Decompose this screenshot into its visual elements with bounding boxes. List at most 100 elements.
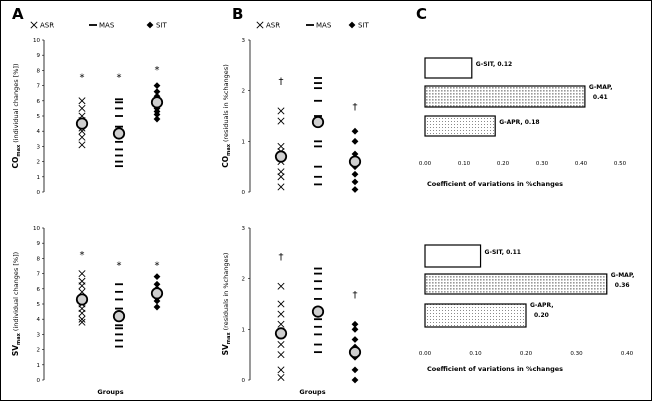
group-mean-marker xyxy=(348,155,362,168)
y-tick-label: 1 xyxy=(242,139,246,145)
data-point xyxy=(351,178,359,186)
data-point xyxy=(314,325,322,328)
bar-g-sit xyxy=(424,244,482,268)
data-point xyxy=(78,270,86,278)
panel-b-top: 0 1 2 3 COmax(residuals in %changes) † † xyxy=(221,38,362,196)
data-point xyxy=(314,280,322,283)
data-point xyxy=(115,165,123,168)
y-tick-label: 3 xyxy=(37,144,41,150)
data-point xyxy=(314,99,322,102)
x-stroke xyxy=(277,300,285,308)
significance-mark: * xyxy=(155,260,160,271)
data-point xyxy=(115,333,123,336)
y-tick-label: 3 xyxy=(37,332,41,338)
data-point xyxy=(115,290,123,293)
x-stroke xyxy=(78,141,86,149)
data-point xyxy=(314,77,322,79)
data-point xyxy=(78,97,86,105)
data-point xyxy=(153,88,161,96)
panel-a-bottom: 0 1 2 3 4 5 6 7 8 9 10 SVmax(individual changes [%]… xyxy=(11,226,164,396)
data-point xyxy=(277,300,285,308)
group-sit: * xyxy=(150,65,164,123)
x-tick-label: 0.20 xyxy=(520,351,533,357)
data-point xyxy=(153,115,161,123)
data-point xyxy=(115,101,123,104)
x-stroke xyxy=(277,310,285,318)
bar-label: G-APR, xyxy=(530,302,553,309)
bar-g-apr xyxy=(424,303,527,328)
y-axis-label-rest: (individual changes [%]) xyxy=(12,252,20,331)
data-point xyxy=(115,324,123,327)
data-point xyxy=(314,318,322,321)
x-stroke xyxy=(277,117,285,125)
y-tick-label: 0 xyxy=(37,378,41,384)
y-tick-label: 1 xyxy=(37,363,41,369)
y-axis-label-main: SV xyxy=(221,344,230,355)
legend-label-asr: ASR xyxy=(40,22,54,30)
data-point xyxy=(153,303,161,311)
legend-label-sit: SIT xyxy=(156,22,168,30)
legend-b: ASR MAS SIT xyxy=(256,21,370,30)
x-stroke xyxy=(277,282,285,290)
panel-letter-b: B xyxy=(232,5,243,23)
data-point xyxy=(115,154,123,157)
group-mas: * xyxy=(112,72,126,168)
group-mas xyxy=(311,77,325,186)
x-stroke xyxy=(78,315,86,323)
significance-mark: * xyxy=(155,65,160,76)
data-point xyxy=(78,318,86,326)
significance-mark: * xyxy=(117,72,122,83)
dash-mark-icon xyxy=(89,24,97,26)
y-tick-label: 0 xyxy=(37,190,41,196)
data-point xyxy=(314,87,322,90)
group-mean-marker xyxy=(75,117,89,130)
x-stroke xyxy=(277,341,285,349)
data-point xyxy=(277,142,285,150)
y-tick-label: 7 xyxy=(37,272,41,278)
x-tick-label: 0.30 xyxy=(536,161,549,167)
bar-label-value: 0.41 xyxy=(593,94,608,101)
x-stroke xyxy=(78,104,86,112)
y-tick-label: 6 xyxy=(37,99,41,105)
y-axis-label: COmax(residuals in %changes) xyxy=(221,64,232,167)
x-tick-label: 0.10 xyxy=(469,351,482,357)
group-mean-marker xyxy=(112,127,126,140)
x-axis-label: Groups xyxy=(97,388,123,396)
data-point xyxy=(115,125,123,128)
group-asr: † xyxy=(274,77,288,191)
x-tick-label: 0.50 xyxy=(614,161,627,167)
data-point xyxy=(115,148,123,151)
data-point xyxy=(277,320,285,328)
group-sit: * xyxy=(150,260,164,311)
x-stroke xyxy=(78,277,86,285)
bar-g-map xyxy=(424,273,608,295)
x-tick-label: 0.40 xyxy=(621,351,634,357)
data-point xyxy=(314,333,322,336)
bar-g-map xyxy=(424,85,586,108)
data-point xyxy=(277,117,285,125)
dash-mark-icon xyxy=(306,24,314,26)
group-mean-marker xyxy=(311,305,325,318)
x-stroke xyxy=(277,142,285,150)
data-point xyxy=(351,127,359,135)
x-stroke xyxy=(78,97,86,105)
x-stroke xyxy=(78,270,86,278)
panel-letter-a: A xyxy=(12,5,24,23)
data-point xyxy=(314,351,322,354)
data-point xyxy=(351,325,359,333)
data-point xyxy=(351,366,359,374)
y-tick-label: 4 xyxy=(37,129,41,135)
data-point xyxy=(78,277,86,285)
significance-mark: * xyxy=(80,72,85,83)
group-sit: † xyxy=(348,102,362,193)
data-point xyxy=(277,310,285,318)
y-tick-label: 2 xyxy=(242,89,246,95)
group-mean-marker xyxy=(112,310,126,323)
data-point xyxy=(115,115,123,117)
x-stroke xyxy=(277,107,285,115)
diamond-mark-icon xyxy=(146,21,154,29)
group-mean-marker xyxy=(274,327,288,340)
diamond-mark-icon xyxy=(348,21,356,29)
significance-mark: † xyxy=(353,290,358,301)
